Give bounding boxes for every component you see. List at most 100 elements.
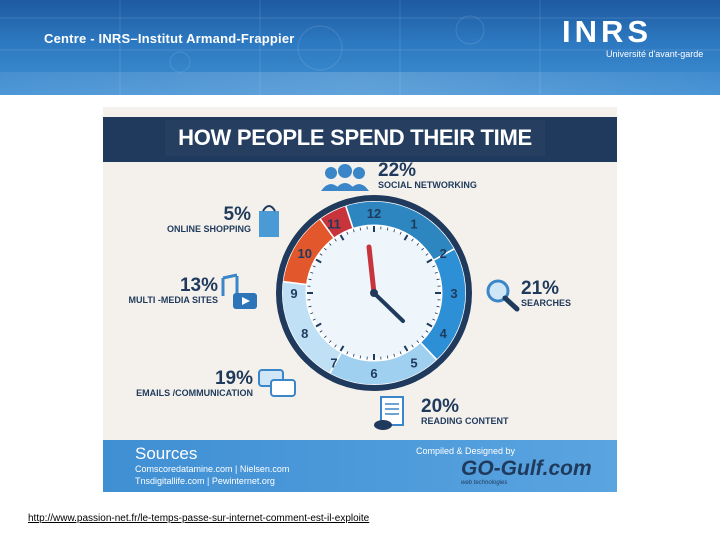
infographic-title: HOW PEOPLE SPEND THEIR TIME xyxy=(165,120,545,156)
sources-bar: Sources Comscoredatamine.com | Nielsen.c… xyxy=(103,440,617,492)
header-band xyxy=(0,72,720,95)
infographic: HOW PEOPLE SPEND THEIR TIME 12 1 2 3 4 5 6 7 8 9 1… xyxy=(103,107,617,492)
hour-hand xyxy=(372,291,405,323)
clock-tick xyxy=(416,340,420,344)
stat-multi-media: 13% MULTI -MEDIA SITES xyxy=(113,275,219,306)
clock-number: 9 xyxy=(290,286,297,301)
clock-tick xyxy=(359,227,362,231)
clock-number: 3 xyxy=(450,286,457,301)
clock-tick xyxy=(436,305,440,308)
clock-number: 4 xyxy=(440,326,448,341)
clock-number: 8 xyxy=(301,326,308,341)
sources-title: Sources xyxy=(135,444,198,463)
clock-tick xyxy=(425,330,429,333)
clock-tick xyxy=(328,340,332,344)
sources-line: Comscoredatamine.com | Nielsen.com xyxy=(135,464,290,474)
clock-tick xyxy=(411,238,414,242)
clock-tick xyxy=(310,271,314,274)
clock-tick xyxy=(323,247,327,251)
clock-number: 6 xyxy=(370,366,377,381)
magnifier-icon xyxy=(486,279,520,312)
stat-percent: 21% xyxy=(521,278,560,299)
clock-number: 12 xyxy=(367,206,381,221)
clock-tick xyxy=(312,318,316,321)
stat-label: SEARCHES xyxy=(521,298,572,308)
clock-tick xyxy=(328,242,332,246)
clock-tick xyxy=(334,344,337,348)
stat-percent: 22% xyxy=(378,160,417,181)
clock-tick xyxy=(308,305,312,308)
clock-tick xyxy=(346,231,349,235)
stat-label: EMAILS /COMMUNICATION xyxy=(136,388,253,398)
inrs-logo: INRS Université d'avant-garde xyxy=(562,16,703,59)
clock-number: 10 xyxy=(297,246,311,261)
clock-tick xyxy=(426,258,433,264)
clock-tick xyxy=(403,345,409,352)
clock-tick xyxy=(308,278,312,281)
clock-tick xyxy=(359,355,362,359)
clock-number: 11 xyxy=(327,217,341,232)
clock-tick xyxy=(399,231,402,235)
clock-tick xyxy=(310,312,314,315)
clock-rim xyxy=(276,195,472,391)
clock-tick xyxy=(315,322,322,328)
stat-percent: 19% xyxy=(214,368,253,389)
clock-tick xyxy=(352,229,355,233)
clock-center xyxy=(370,289,378,297)
clock-tick xyxy=(393,353,396,357)
stat-percent: 13% xyxy=(179,275,218,296)
document-icon xyxy=(374,396,404,430)
clock-tick xyxy=(312,265,316,268)
sources-line: Tnsdigitallife.com | Pewinternet.org xyxy=(135,476,275,486)
clock-tick xyxy=(421,247,425,251)
clock-tick xyxy=(426,322,433,328)
clock-tick xyxy=(436,278,440,281)
clock-tick xyxy=(315,258,322,264)
stat-label: READING CONTENT xyxy=(421,416,509,426)
stat-percent: 5% xyxy=(223,204,251,225)
clock-tick xyxy=(432,318,436,321)
stat-reading-content: 20% READING CONTENT xyxy=(421,397,509,427)
gogulf-subtitle: web technologies xyxy=(461,480,508,486)
clock-number: 5 xyxy=(410,355,417,370)
clock-tick xyxy=(403,234,409,241)
stat-label: ONLINE SHOPPING xyxy=(166,224,251,234)
clock-tick xyxy=(386,227,389,231)
clock-tick xyxy=(432,265,436,268)
clock-tick xyxy=(352,353,355,357)
stat-label: SOCIAL NETWORKING xyxy=(378,180,477,190)
header-pattern xyxy=(0,0,720,95)
clock-tick xyxy=(399,351,402,355)
clock-tick xyxy=(323,335,327,339)
source-link[interactable]: http://www.passion-net.fr/le-temps-passe… xyxy=(28,513,370,524)
clock-tick xyxy=(411,344,414,348)
logo-word: INRS xyxy=(562,14,653,49)
minute-hand xyxy=(366,244,377,296)
clock-tick xyxy=(421,335,425,339)
clock-tick xyxy=(393,229,396,233)
clock-tick xyxy=(346,351,349,355)
clock-number: 2 xyxy=(440,246,447,261)
chat-bubbles-icon xyxy=(258,369,296,397)
clock-tick xyxy=(339,345,345,352)
clock-number: 1 xyxy=(410,217,417,232)
gogulf-logo: GO-Gulf.com xyxy=(461,457,592,480)
stat-emails: 19% EMAILS /COMMUNICATION xyxy=(113,369,253,399)
people-icon xyxy=(321,164,369,191)
header-title: Centre - INRS–Institut Armand-Frappier xyxy=(44,31,295,46)
stat-percent: 20% xyxy=(421,396,460,417)
clock-number: 7 xyxy=(330,355,337,370)
clock-tick xyxy=(339,234,345,241)
music-video-icon xyxy=(221,273,257,309)
logo-tagline: Université d'avant-garde xyxy=(606,49,704,59)
stat-online-shopping: 5% ONLINE SHOPPING xyxy=(143,205,251,235)
stat-social-networking: 22% SOCIAL NETWORKING xyxy=(378,161,477,191)
clock-tick xyxy=(416,242,420,246)
shopping-bag-icon xyxy=(259,205,279,237)
stat-label: MULTI -MEDIA SITES xyxy=(128,295,219,305)
clock-tick xyxy=(434,312,438,315)
clock-tick xyxy=(319,330,323,333)
clock-tick xyxy=(386,355,389,359)
header-banner: Centre - INRS–Institut Armand-Frappier I… xyxy=(0,0,720,95)
